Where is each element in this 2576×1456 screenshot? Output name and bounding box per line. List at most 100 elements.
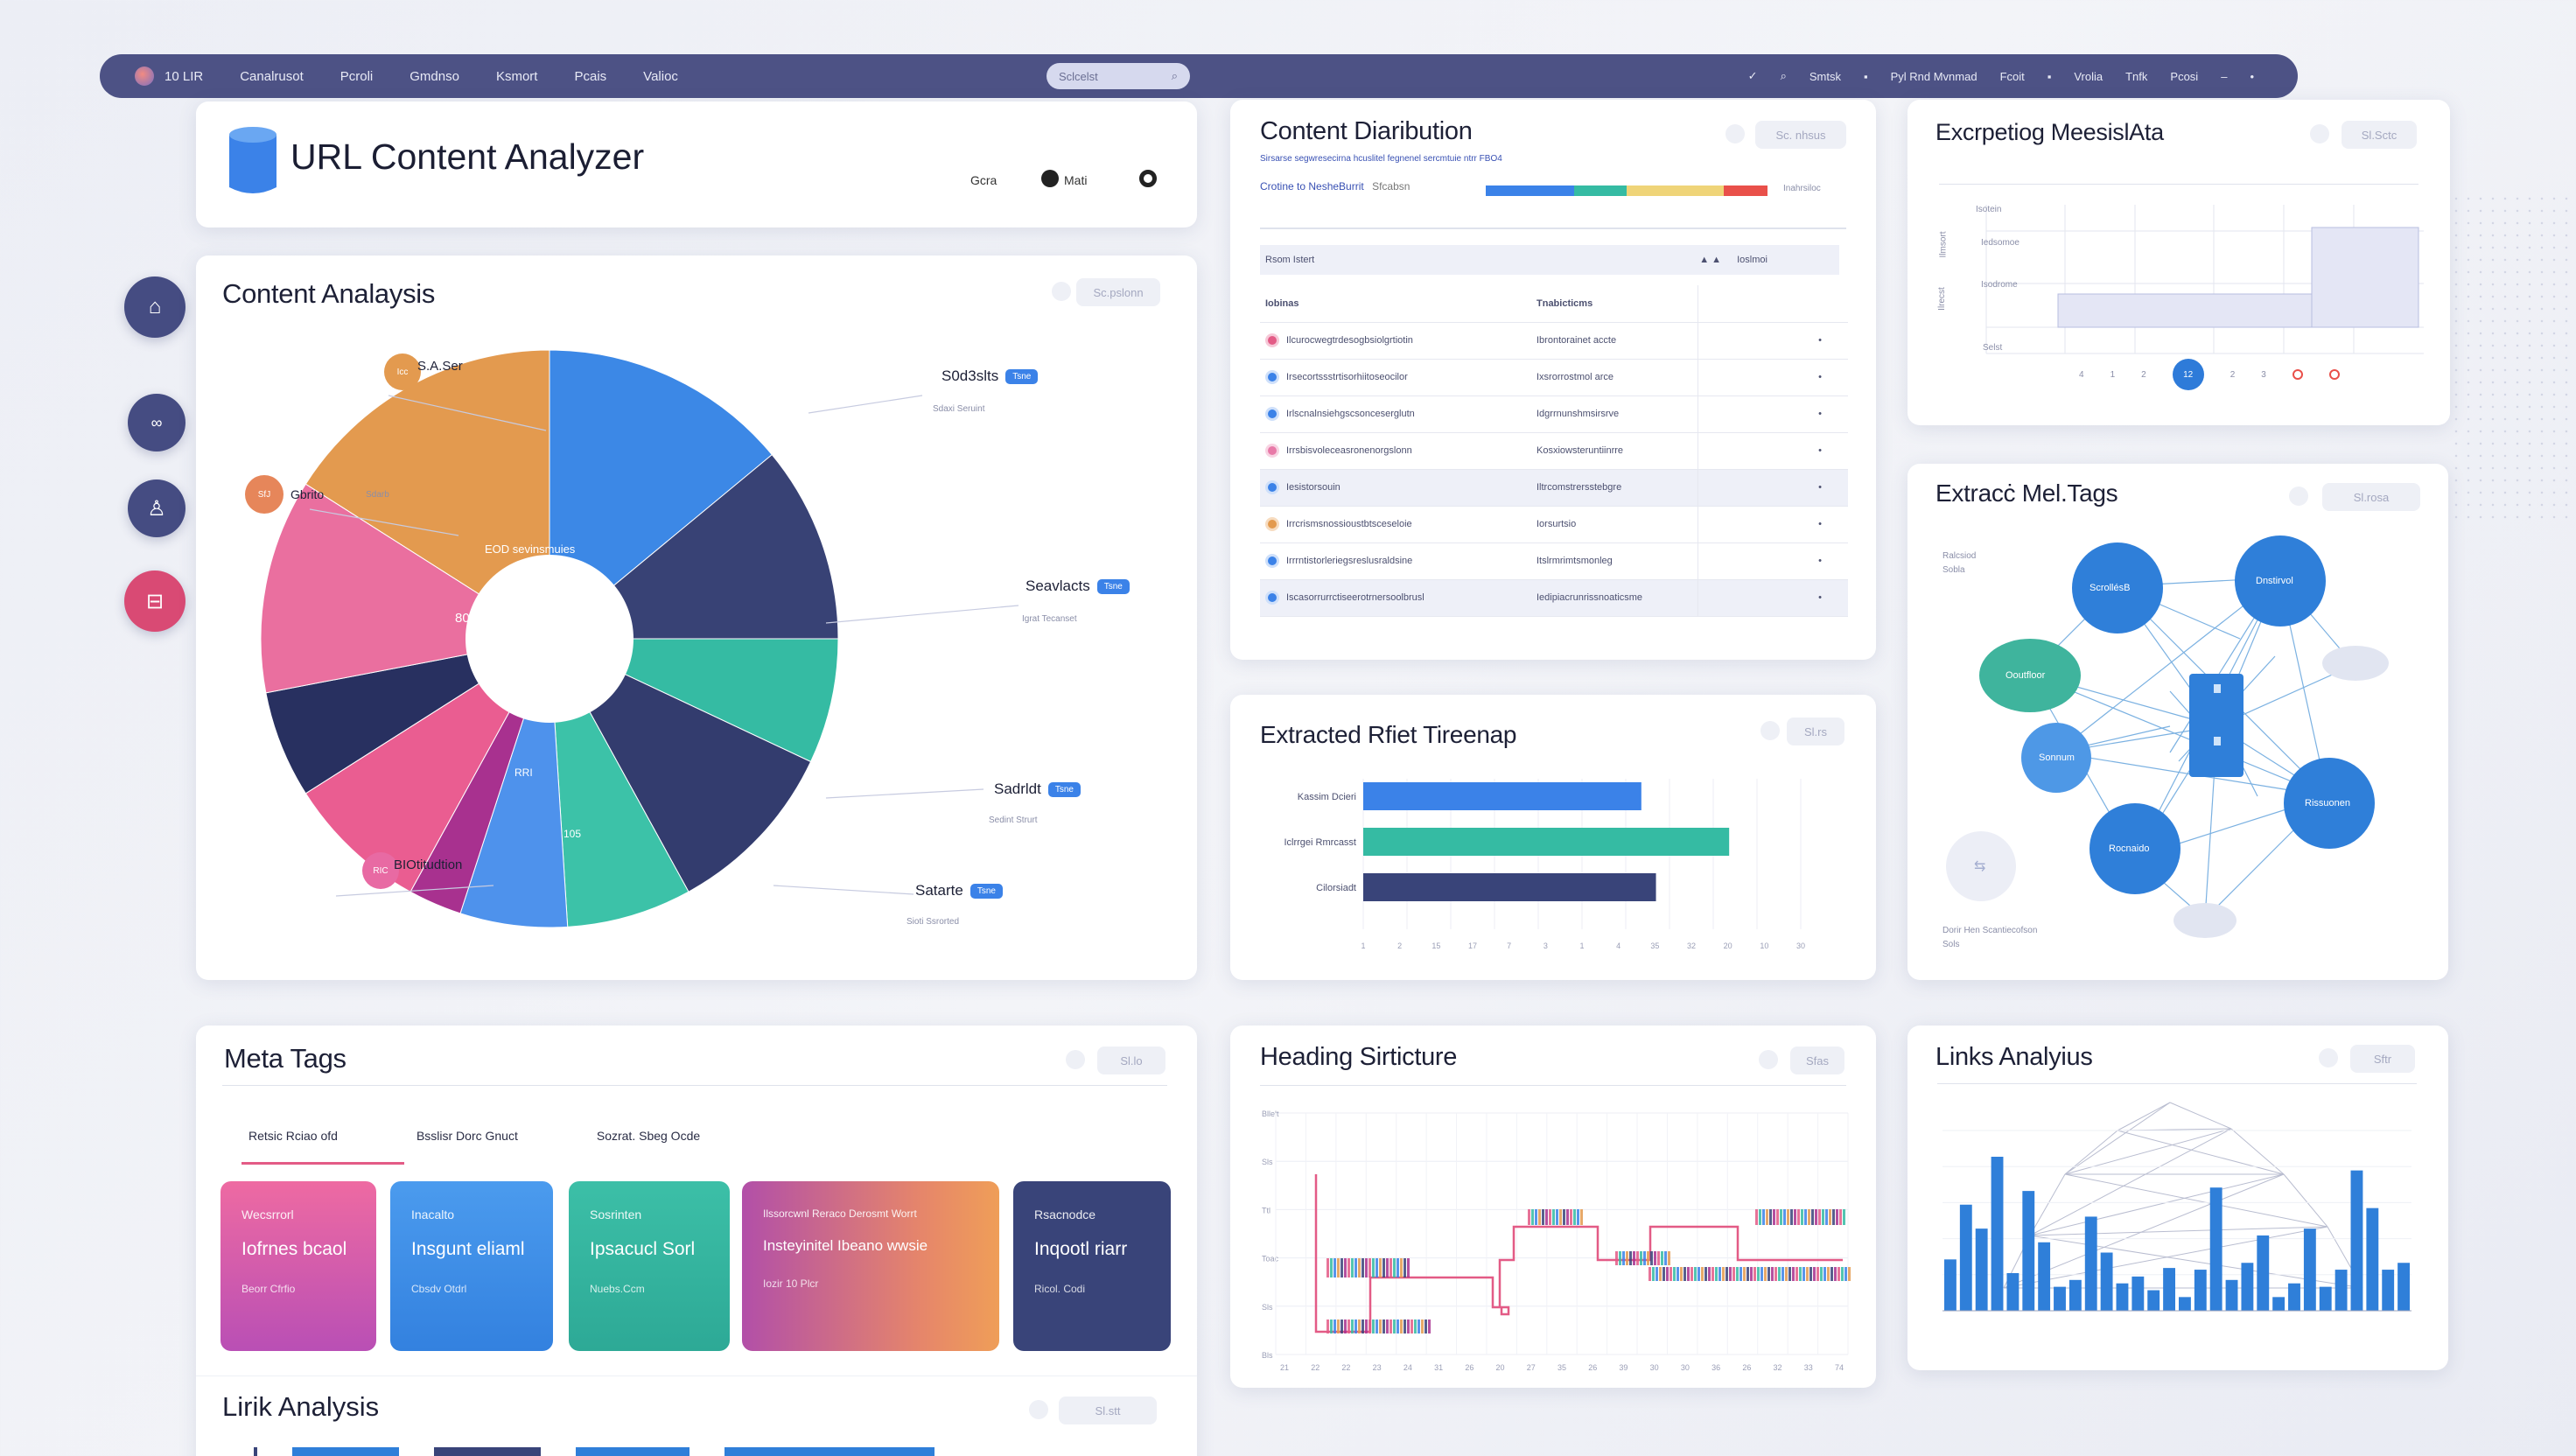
links-bar[interactable] <box>2194 1270 2207 1311</box>
topbar-right-item[interactable]: Vrolia <box>2074 69 2104 83</box>
links-bar[interactable] <box>2100 1252 2113 1311</box>
topbar-right-item[interactable]: Pcosi <box>2170 69 2199 83</box>
links-bar[interactable] <box>1959 1204 1972 1311</box>
links-bar[interactable] <box>2350 1170 2363 1311</box>
table-row[interactable]: Iesistorsouin Iltrcomstrersstebgre • <box>1260 469 1848 507</box>
card-filter-pill[interactable]: Sfas <box>1790 1046 1844 1074</box>
heading-segment[interactable] <box>1615 1251 1670 1265</box>
side-shield-button[interactable]: ⊟ <box>124 570 186 632</box>
table-row[interactable]: Iscasorrurrctiseerotrnersoolbrusl Iedipia… <box>1260 579 1848 617</box>
links-bar[interactable] <box>2241 1263 2254 1311</box>
meta-tag-card-1[interactable]: Wecsrrorl Iofrnes bcaol Beorr Cfrfio <box>220 1181 376 1351</box>
graph-node-ghost[interactable] <box>2322 646 2389 681</box>
links-bar[interactable] <box>2022 1191 2035 1311</box>
card-filter-pill[interactable]: Sl.Sctc <box>2342 121 2417 149</box>
links-bar[interactable] <box>2398 1263 2410 1311</box>
record-icon[interactable] <box>1041 170 1059 187</box>
links-bar[interactable] <box>2006 1272 2020 1311</box>
links-bar[interactable] <box>2147 1290 2160 1311</box>
info-icon[interactable] <box>2289 486 2308 506</box>
minus-icon[interactable]: – <box>2221 69 2228 83</box>
links-bar[interactable] <box>2209 1187 2222 1311</box>
links-bar[interactable] <box>2038 1242 2051 1311</box>
pie-slice[interactable] <box>304 638 550 892</box>
topbar-right-item[interactable]: Fcoit <box>1999 69 2025 83</box>
links-bar[interactable] <box>2303 1228 2316 1311</box>
meta-tag-card-4[interactable]: Ilssorcwnl Reraco Derosmt Worrt Insteyin… <box>742 1181 999 1351</box>
card-filter-pill[interactable]: Sc. nhsus <box>1755 121 1846 149</box>
card-filter-pill[interactable]: Sl.rs <box>1787 718 1844 746</box>
graph-center-node[interactable] <box>2189 674 2244 777</box>
pie-slice[interactable] <box>548 637 812 892</box>
graph-node-4[interactable] <box>2021 723 2091 793</box>
grid-icon[interactable]: ▪ <box>1863 69 1868 83</box>
links-bar[interactable] <box>2068 1279 2082 1311</box>
info-icon[interactable] <box>2319 1048 2338 1068</box>
table-sort-icon[interactable]: ▲ ▲ <box>1699 255 1722 265</box>
card-filter-pill[interactable]: Sl.stt <box>1059 1396 1157 1424</box>
hbar[interactable] <box>1363 873 1656 901</box>
graph-node-2[interactable] <box>2235 536 2326 626</box>
x-tick-active[interactable]: 12 <box>2172 359 2204 390</box>
heading-segment[interactable] <box>1326 1258 1410 1278</box>
links-bar[interactable] <box>2319 1286 2332 1311</box>
info-icon[interactable] <box>1029 1400 1048 1419</box>
meta-tag-card-2[interactable]: Inacalto Insgunt eliaml Cbsdv Otdrl <box>390 1181 553 1351</box>
tab-2[interactable]: Bsslisr Dorc Gnuct <box>416 1129 518 1143</box>
tab-1[interactable]: Retsic Rciao ofd <box>248 1129 338 1143</box>
links-bar[interactable] <box>2084 1216 2097 1311</box>
links-bar[interactable] <box>2288 1283 2300 1311</box>
side-lock-button[interactable]: ⌂ <box>124 276 186 338</box>
info-icon[interactable] <box>1052 282 1071 301</box>
settings-icon[interactable] <box>1139 170 1157 187</box>
nav-item[interactable]: Valioc <box>643 68 678 84</box>
tab-3[interactable]: Sozrat. Sbeg Ocde <box>596 1129 701 1143</box>
search-icon[interactable]: ⌕ <box>1780 69 1787 82</box>
info-icon[interactable] <box>1726 124 1745 144</box>
message-icon[interactable]: ▪ <box>2047 69 2052 83</box>
nav-item[interactable]: Canalrusot <box>240 68 304 84</box>
heading-segment[interactable] <box>1528 1209 1583 1225</box>
search-input[interactable]: Sclcelst ⌕ <box>1046 63 1190 89</box>
topbar-right-item[interactable]: Pyl Rnd Mvnmad <box>1890 69 1978 83</box>
heading-segment[interactable] <box>1648 1267 1851 1281</box>
table-row[interactable]: Irrcrismsnossioustbtsceseloie Iorsurtsio • <box>1260 506 1848 543</box>
side-user-button[interactable]: ♙ <box>128 480 186 537</box>
x-tick-circle[interactable] <box>2292 369 2303 380</box>
side-link-button[interactable]: ∞ <box>128 394 186 452</box>
nav-item[interactable]: Gmdnso <box>410 68 459 84</box>
links-bar[interactable] <box>2132 1276 2145 1311</box>
heading-segment[interactable] <box>1326 1320 1431 1334</box>
table-row[interactable]: Irrsbisvoleceasronenorgslonn Kosxiowsteru… <box>1260 432 1848 470</box>
card-filter-pill[interactable]: Sl.lo <box>1097 1046 1166 1074</box>
brand-logo[interactable]: 10 LIR <box>135 66 203 86</box>
table-row[interactable]: Ilcurocwegtrdesogbsiolgrtiotin Ibrontorai… <box>1260 322 1848 360</box>
table-row[interactable]: Irsecortssstrtisorhiitoseocilor Ixsrorros… <box>1260 359 1848 396</box>
meta-tag-card-5[interactable]: Rsacnodce Inqootl riarr Ricol. Codi <box>1013 1181 1171 1351</box>
x-tick-circle[interactable] <box>2328 369 2340 380</box>
graph-node-ghost[interactable] <box>2174 903 2236 938</box>
topbar-right-item[interactable]: Tnfk <box>2125 69 2148 83</box>
graph-node-5[interactable] <box>2284 758 2375 849</box>
hbar[interactable] <box>1363 828 1730 856</box>
nav-item[interactable]: Ksmort <box>495 68 538 84</box>
graph-node-ghost[interactable] <box>1946 831 2016 901</box>
links-bar[interactable] <box>2225 1279 2238 1311</box>
links-bar[interactable] <box>2054 1286 2066 1311</box>
links-bar[interactable] <box>2163 1268 2175 1311</box>
nav-item[interactable]: Pcroli <box>340 68 374 84</box>
header-action-1[interactable]: Gcra <box>970 173 998 187</box>
check-icon[interactable]: ✓ <box>1747 69 1758 82</box>
links-bar[interactable] <box>2272 1297 2286 1311</box>
nav-item[interactable]: Pcais <box>574 68 607 84</box>
topbar-right-item[interactable]: Smtsk <box>1809 69 1841 83</box>
meta-tag-card-3[interactable]: Sosrinten Ipsacucl Sorl Nuebs.Ccm <box>569 1181 730 1351</box>
links-bar[interactable] <box>2366 1208 2379 1311</box>
info-icon[interactable] <box>1759 1050 1778 1069</box>
table-row[interactable]: Irrrntistorleriegsreslusraldsine Itslrmri… <box>1260 542 1848 580</box>
links-bar[interactable] <box>2382 1270 2395 1311</box>
graph-node-6[interactable] <box>2090 803 2180 894</box>
graph-node-3[interactable] <box>1979 639 2081 712</box>
links-bar[interactable] <box>2179 1297 2191 1311</box>
header-action-2[interactable]: Mati <box>1064 173 1088 187</box>
